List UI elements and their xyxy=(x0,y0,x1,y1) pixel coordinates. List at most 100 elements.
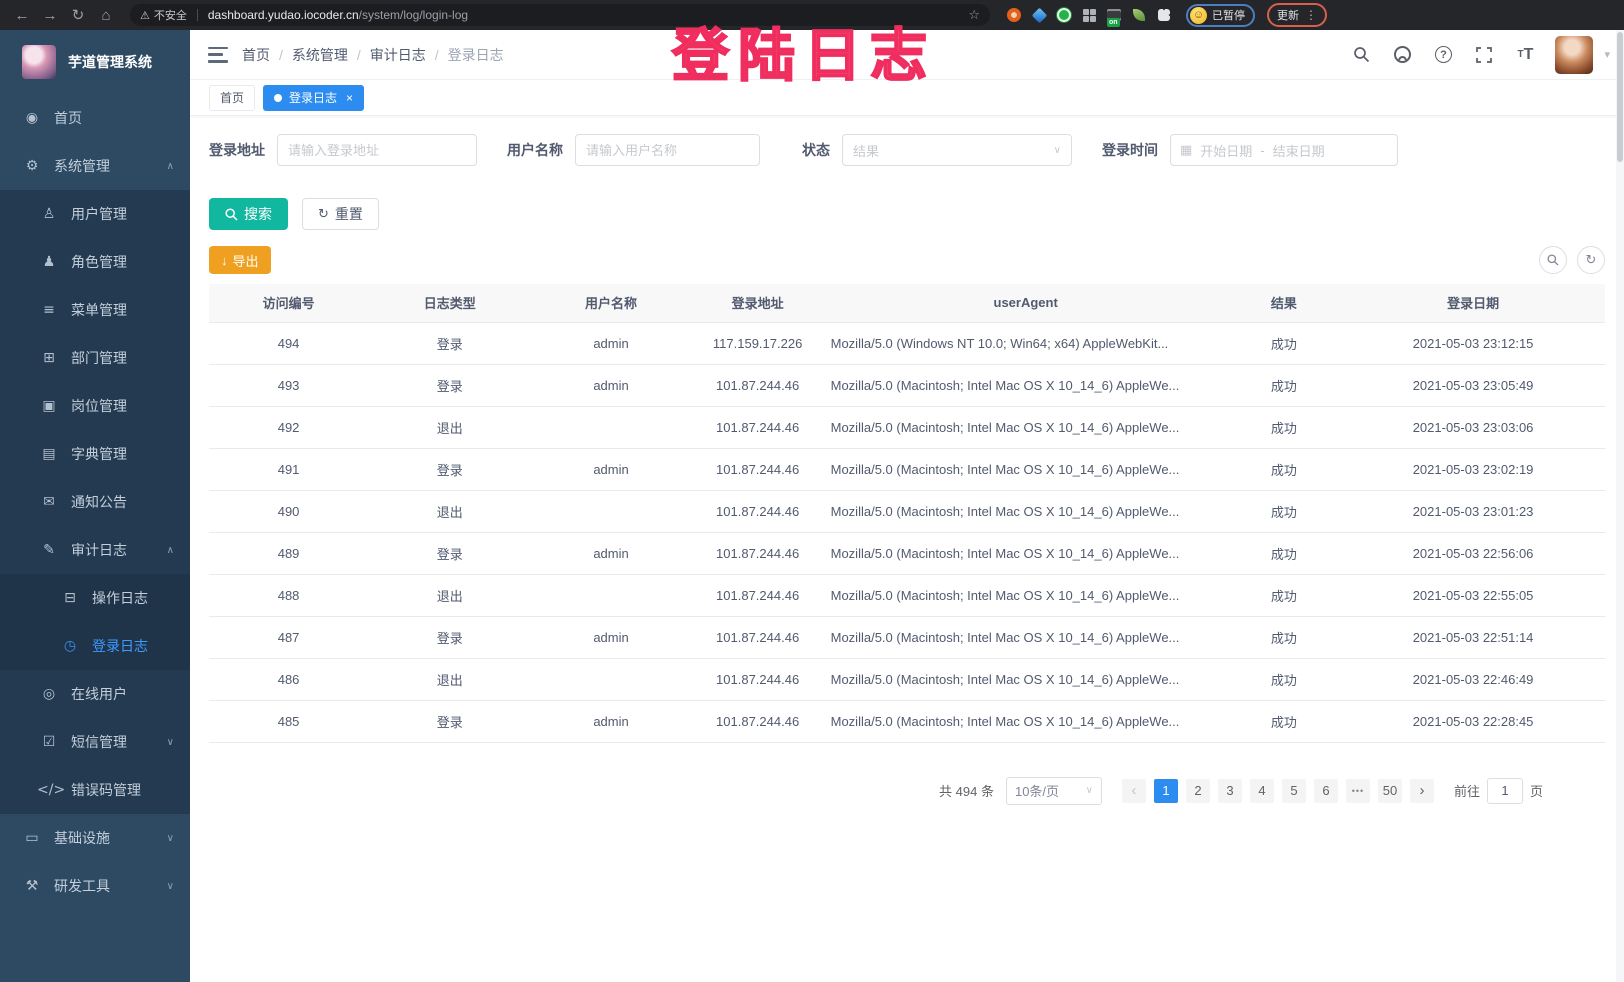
tab-home[interactable]: 首页 xyxy=(209,84,256,111)
sidebar-item-error-code[interactable]: </> 错误码管理 xyxy=(0,766,190,814)
content: 登录地址 用户名称 状态 结果 ∨ 登录时间 ▦ 开始日期 - 结束日期 xyxy=(190,116,1624,982)
page-button-4[interactable]: 4 xyxy=(1249,778,1274,803)
sidebar-item-devtools[interactable]: ⚒ 研发工具 ∨ xyxy=(0,862,190,910)
sidebar-item-dashboard[interactable]: ◉ 首页 xyxy=(0,94,190,142)
page-button-1[interactable]: 1 xyxy=(1153,778,1178,803)
sidebar-item-login-log[interactable]: ◷ 登录日志 xyxy=(0,622,190,670)
cell: 2021-05-03 22:28:45 xyxy=(1341,700,1605,743)
chevron-down-icon[interactable]: ▾ xyxy=(1604,49,1610,61)
cell: 2021-05-03 23:05:49 xyxy=(1341,364,1605,407)
app-logo[interactable]: 芋道管理系统 xyxy=(0,30,190,94)
breadcrumb-item[interactable]: 首页 xyxy=(242,46,270,63)
sidebar-item-post[interactable]: ▣ 岗位管理 xyxy=(0,382,190,430)
select-chevron-icon: ∨ xyxy=(1085,785,1093,796)
reset-button[interactable]: ↻ 重置 xyxy=(302,198,379,230)
column-header: 日志类型 xyxy=(368,284,532,323)
cell: 490 xyxy=(209,490,369,533)
goto-page-input[interactable] xyxy=(1486,777,1523,804)
browser-update-button[interactable]: 更新 ⋮ xyxy=(1267,3,1327,27)
browser-forward-icon[interactable]: → xyxy=(42,6,58,24)
login-address-input[interactable] xyxy=(277,134,477,166)
online-user-icon: ◎ xyxy=(42,686,56,702)
pagination-pages: 1 2 3 4 5 6 ••• 50 xyxy=(1153,778,1402,803)
browser-back-icon[interactable]: ← xyxy=(14,6,30,24)
extension-icon-green[interactable] xyxy=(1056,7,1072,23)
browser-home-icon[interactable]: ⌂ xyxy=(101,6,111,24)
sidebar-item-operate-log[interactable]: ⊟ 操作日志 xyxy=(0,574,190,622)
toggle-search-button[interactable] xyxy=(1539,246,1567,274)
sidebar-item-role[interactable]: ♟ 角色管理 xyxy=(0,238,190,286)
date-end: 结束日期 xyxy=(1272,143,1325,159)
refresh-button[interactable]: ↻ xyxy=(1577,246,1605,274)
extension-icon-puzzle[interactable] xyxy=(1156,7,1172,23)
fullscreen-icon[interactable] xyxy=(1473,44,1495,66)
cell: 成功 xyxy=(1226,658,1342,701)
page-button-2[interactable]: 2 xyxy=(1185,778,1210,803)
date-range-picker[interactable]: ▦ 开始日期 - 结束日期 xyxy=(1170,134,1398,166)
extension-icon-diamond[interactable] xyxy=(1031,7,1047,23)
scrollbar-thumb[interactable] xyxy=(1617,32,1623,162)
cell: 485 xyxy=(209,700,369,743)
cell: 2021-05-03 23:03:06 xyxy=(1341,406,1605,449)
github-icon[interactable] xyxy=(1391,44,1413,66)
browser-profile-chip[interactable]: ☺ 已暂停 xyxy=(1186,3,1255,27)
page-size-select[interactable]: 10条/页 ∨ xyxy=(1005,776,1102,805)
extension-icon-grid[interactable] xyxy=(1081,7,1097,23)
sidebar-item-audit-log[interactable]: ✎ 审计日志 ∧ xyxy=(0,526,190,574)
cell: admin xyxy=(531,322,691,365)
table-body: 494 登录 admin 117.159.17.226 Mozilla/5.0 (Win… xyxy=(209,322,1605,743)
sidebar-item-sms[interactable]: ☑ 短信管理 ∨ xyxy=(0,718,190,766)
cell: 2021-05-03 22:51:14 xyxy=(1341,616,1605,659)
cell: 488 xyxy=(209,574,369,617)
cell: 退出 xyxy=(368,658,532,701)
cell xyxy=(531,490,691,533)
cell: Mozilla/5.0 (Macintosh; Intel Mac OS X 1… xyxy=(824,658,1227,701)
close-icon[interactable]: × xyxy=(346,90,354,105)
help-icon[interactable]: ? xyxy=(1432,44,1454,66)
page-ellipsis[interactable]: ••• xyxy=(1345,778,1370,803)
hamburger-icon[interactable] xyxy=(208,46,228,63)
cell: 489 xyxy=(209,532,369,575)
breadcrumb-item[interactable]: 审计日志 xyxy=(369,46,426,63)
sidebar-item-user[interactable]: ♙ 用户管理 xyxy=(0,190,190,238)
sidebar-item-system[interactable]: ⚙ 系统管理 ∧ xyxy=(0,142,190,190)
active-tab-dot xyxy=(274,93,283,102)
extension-icon-tabs[interactable]: on xyxy=(1106,7,1122,27)
extension-icon-leaf[interactable] xyxy=(1131,7,1147,23)
devtools-icon: ⚒ xyxy=(25,878,39,894)
sidebar-item-infra[interactable]: ▭ 基础设施 ∨ xyxy=(0,814,190,862)
browser-reload-icon[interactable]: ↻ xyxy=(71,7,85,24)
status-select[interactable]: 结果 ∨ xyxy=(842,134,1072,166)
sidebar-item-dict[interactable]: ▤ 字典管理 xyxy=(0,430,190,478)
table-header-row: 访问编号 日志类型 用户名称 登录地址 userAgent 结果 登录日期 xyxy=(209,284,1605,323)
cell: admin xyxy=(531,448,691,491)
sidebar-item-notice[interactable]: ✉ 通知公告 xyxy=(0,478,190,526)
page-button-5[interactable]: 5 xyxy=(1281,778,1306,803)
next-page-button[interactable]: › xyxy=(1409,778,1434,803)
sidebar-item-online-user[interactable]: ◎ 在线用户 xyxy=(0,670,190,718)
username-input[interactable] xyxy=(575,134,760,166)
cell: 登录 xyxy=(368,532,532,575)
address-bar[interactable]: ⚠ 不安全 dashboard.yudao.iocoder.cn/system/… xyxy=(130,4,990,26)
notice-icon: ✉ xyxy=(43,494,55,510)
export-button[interactable]: ↓ 导出 xyxy=(209,246,271,274)
prev-page-button[interactable]: ‹ xyxy=(1121,778,1146,803)
extension-icon-orange[interactable] xyxy=(1006,7,1022,23)
search-icon[interactable] xyxy=(1350,44,1372,66)
bookmark-star-icon[interactable]: ☆ xyxy=(968,7,980,22)
not-secure-warning[interactable]: ⚠ 不安全 xyxy=(140,7,187,23)
sidebar-item-label: 系统管理 xyxy=(54,158,110,174)
user-avatar[interactable] xyxy=(1555,35,1594,74)
sidebar-item-menu[interactable]: ≡ 菜单管理 xyxy=(0,286,190,334)
breadcrumb: 首页 / 系统管理 / 审计日志 / 登录日志 xyxy=(242,45,504,65)
breadcrumb-item[interactable]: 系统管理 xyxy=(291,46,348,63)
column-header: 登录日期 xyxy=(1341,284,1605,323)
search-button[interactable]: 搜索 xyxy=(209,198,288,230)
page-button-3[interactable]: 3 xyxy=(1217,778,1242,803)
page-button-50[interactable]: 50 xyxy=(1377,778,1402,803)
sidebar-item-dept[interactable]: ⊞ 部门管理 xyxy=(0,334,190,382)
kebab-menu-icon[interactable]: ⋮ xyxy=(1305,8,1317,22)
page-button-6[interactable]: 6 xyxy=(1313,778,1338,803)
tab-login-log[interactable]: 登录日志 × xyxy=(263,84,365,111)
